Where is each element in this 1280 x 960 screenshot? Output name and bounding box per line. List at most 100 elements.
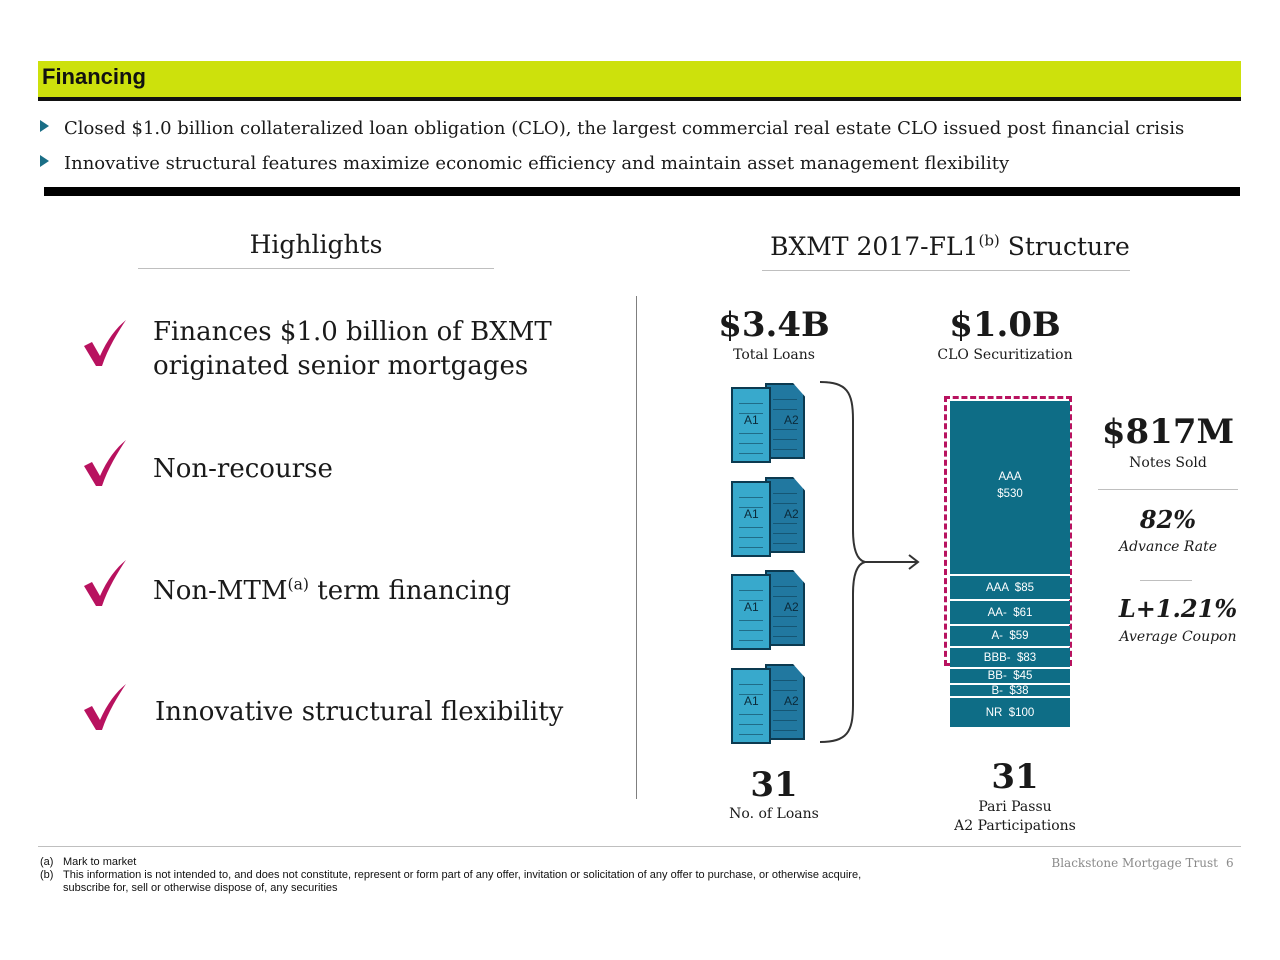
structure-underline [762, 270, 1130, 271]
average-coupon-value: L+1.21% [1118, 594, 1238, 623]
highlight-text: Non-MTM [153, 576, 288, 606]
tranche-amount: $61 [1013, 607, 1033, 619]
highlight-text: Finances $1.0 billion of BXMT [153, 317, 552, 347]
loan-document-pair: A1 A2 [731, 664, 807, 744]
tranche-amount: $45 [1013, 670, 1033, 682]
column-divider [636, 296, 637, 799]
triangle-bullet-icon [40, 155, 49, 167]
highlight-text: Non-recourse [153, 454, 333, 484]
loans-count-label: No. of Loans [729, 806, 819, 822]
document-icon [731, 481, 771, 557]
section-divider [44, 187, 1240, 196]
document-label: A1 [744, 413, 759, 427]
clo-tranche: BBB- $83 [950, 648, 1070, 668]
clo-label: CLO Securitization [937, 347, 1073, 363]
document-label: A1 [744, 507, 759, 521]
tranche-rating: AAA [986, 582, 1009, 594]
structure-heading: BXMT 2017-FL1(b) Structure [740, 232, 1160, 261]
page-number: 6 [1226, 856, 1234, 870]
footnote-a-marker: (a) [40, 856, 54, 868]
checkmark-icon [84, 440, 126, 486]
stat-divider [1098, 489, 1238, 490]
highlights-heading: Highlights [249, 230, 383, 259]
title-band [38, 61, 1241, 97]
checkmark-icon [84, 320, 126, 366]
document-label: A2 [784, 413, 799, 427]
clo-tranche: A- $59 [950, 626, 1070, 647]
stat-divider [1140, 580, 1192, 581]
footnote-b-text: This information is not intended to, and… [63, 869, 862, 881]
loans-count: 31 [750, 765, 798, 805]
clo-tranche: BB- $45 [950, 669, 1070, 684]
total-loans-value: $3.4B [718, 305, 830, 345]
checkmark-icon [84, 560, 126, 606]
loan-document-pair: A1 A2 [731, 477, 807, 557]
tranche-amount: $100 [1008, 707, 1035, 719]
advance-rate-label: Advance Rate [1118, 539, 1218, 555]
bullet-text: Closed $1.0 billion collateralized loan … [64, 118, 1185, 139]
footnote-a-text: Mark to market [63, 856, 137, 868]
highlight-item-4: Innovative structural flexibility [155, 695, 563, 729]
clo-tranche: B- $38 [950, 685, 1070, 697]
tranche-rating: B- [991, 685, 1003, 697]
notes-sold-label: Notes Sold [1129, 455, 1207, 471]
document-label: A1 [744, 600, 759, 614]
highlights-underline [138, 268, 494, 269]
document-label: A2 [784, 694, 799, 708]
tranche-rating: BB- [987, 670, 1007, 682]
document-label: A1 [744, 694, 759, 708]
document-icon [765, 477, 805, 553]
document-icon [731, 668, 771, 744]
notes-sold-value: $817M [1101, 412, 1235, 452]
highlight-item-2: Non-recourse [153, 452, 333, 486]
highlight-text: Innovative structural flexibility [155, 697, 564, 727]
document-icon [765, 664, 805, 740]
highlight-item-1: Finances $1.0 billion of BXMT originated… [153, 315, 552, 383]
total-loans-label: Total Loans [733, 347, 815, 363]
brand-name: Blackstone Mortgage Trust [1051, 856, 1218, 870]
participations-label: A2 Participations [954, 818, 1076, 834]
participations-count: 31 [991, 757, 1039, 797]
highlight-text: term financing [309, 576, 512, 606]
tranche-amount: $530 [997, 488, 1023, 500]
tranche-rating: AA- [987, 607, 1007, 619]
triangle-bullet-icon [40, 120, 49, 132]
loan-document-pair: A1 A2 [731, 383, 807, 463]
footnote-marker: (b) [978, 231, 1000, 250]
document-icon [731, 574, 771, 650]
document-label: A2 [784, 507, 799, 521]
tranche-rating: NR [985, 707, 1003, 719]
brace-arrow-icon [819, 381, 920, 743]
checkmark-icon [84, 684, 126, 730]
tranche-amount: $83 [1017, 652, 1037, 664]
highlight-item-3: Non-MTM(a) term financing [153, 574, 511, 608]
document-label: A2 [784, 600, 799, 614]
clo-tranche: NR $100 [950, 698, 1070, 728]
average-coupon-label: Average Coupon [1119, 629, 1237, 645]
title-underline [38, 97, 1241, 101]
tranche-amount: $38 [1009, 685, 1029, 697]
footnote-b-marker: (b) [40, 869, 54, 881]
tranche-rating: A- [991, 630, 1003, 642]
loan-document-pair: A1 A2 [731, 570, 807, 650]
footnote-b-text: subscribe for, sell or otherwise dispose… [63, 882, 338, 894]
clo-tranche: AAA $85 [950, 576, 1070, 600]
highlight-text: originated senior mortgages [153, 351, 529, 381]
structure-heading-text: Structure [999, 232, 1130, 261]
participations-label: Pari Passu [978, 799, 1052, 815]
tranche-amount: $85 [1014, 582, 1034, 594]
tranche-rating: AAA [998, 471, 1022, 483]
footer-rule [38, 846, 1241, 847]
bullet-item-1: Closed $1.0 billion collateralized loan … [40, 118, 1184, 140]
clo-tranche: AA- $61 [950, 601, 1070, 625]
advance-rate-value: 82% [1139, 505, 1197, 534]
bullet-text: Innovative structural features maximize … [64, 153, 1010, 174]
clo-value: $1.0B [949, 305, 1061, 345]
tranche-amount: $59 [1009, 630, 1029, 642]
footnote-marker: (a) [287, 575, 309, 594]
clo-tranche: AAA $530 [950, 401, 1070, 575]
bullet-item-2: Innovative structural features maximize … [40, 153, 1009, 175]
page-title: Financing [42, 64, 146, 89]
structure-heading-text: BXMT 2017-FL1 [770, 232, 979, 261]
document-icon [731, 387, 771, 463]
